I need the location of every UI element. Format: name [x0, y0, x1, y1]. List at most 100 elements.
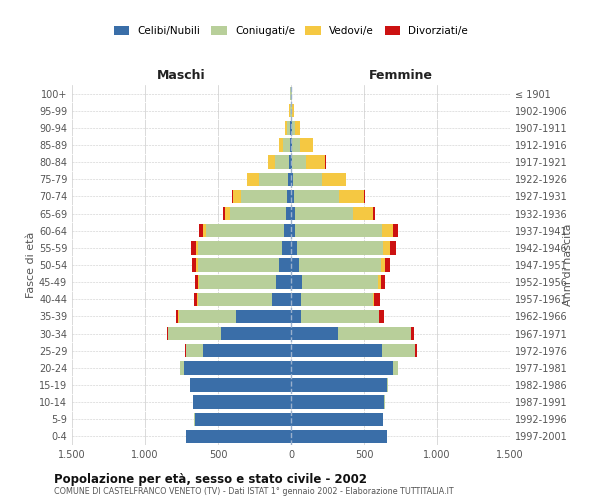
Bar	[382, 344, 415, 358]
Bar	[339, 190, 364, 203]
Bar	[302, 276, 378, 289]
Bar	[288, 172, 291, 186]
Bar	[299, 258, 381, 272]
Bar	[179, 310, 236, 323]
Bar	[289, 156, 291, 169]
Bar	[295, 207, 353, 220]
Bar	[287, 190, 291, 203]
Bar	[292, 138, 300, 151]
Bar	[287, 121, 290, 134]
Bar	[203, 344, 291, 358]
Bar	[169, 327, 221, 340]
Bar	[203, 224, 206, 237]
Bar	[259, 172, 288, 186]
Bar	[295, 121, 301, 134]
Bar	[286, 207, 291, 220]
Bar	[291, 430, 388, 443]
Bar	[297, 241, 383, 254]
Bar	[206, 224, 284, 237]
Bar	[293, 172, 322, 186]
Bar	[307, 156, 325, 169]
Bar	[364, 190, 365, 203]
Bar	[196, 241, 198, 254]
Bar	[194, 276, 198, 289]
Bar	[291, 378, 388, 392]
Bar	[197, 258, 280, 272]
Text: Maschi: Maschi	[157, 68, 206, 82]
Bar	[176, 310, 178, 323]
Bar	[272, 292, 291, 306]
Bar	[301, 292, 373, 306]
Bar	[291, 138, 292, 151]
Bar	[290, 138, 291, 151]
Bar	[291, 207, 295, 220]
Bar	[291, 258, 299, 272]
Bar	[275, 156, 289, 169]
Bar	[223, 207, 224, 220]
Bar	[390, 241, 396, 254]
Bar	[233, 190, 241, 203]
Bar	[280, 258, 291, 272]
Bar	[186, 430, 291, 443]
Bar	[180, 361, 184, 374]
Bar	[285, 121, 287, 134]
Bar	[186, 344, 203, 358]
Bar	[289, 104, 290, 118]
Bar	[291, 412, 383, 426]
Text: Femmine: Femmine	[368, 68, 433, 82]
Bar	[292, 104, 295, 118]
Bar	[284, 224, 291, 237]
Bar	[378, 276, 381, 289]
Bar	[247, 172, 259, 186]
Bar	[338, 327, 411, 340]
Bar	[383, 241, 390, 254]
Bar	[198, 276, 199, 289]
Bar	[199, 276, 277, 289]
Bar	[374, 292, 380, 306]
Bar	[291, 344, 382, 358]
Bar	[184, 361, 291, 374]
Bar	[301, 310, 379, 323]
Bar	[291, 224, 295, 237]
Bar	[300, 138, 313, 151]
Bar	[232, 190, 233, 203]
Bar	[230, 207, 286, 220]
Bar	[281, 241, 291, 254]
Bar	[291, 396, 385, 409]
Bar	[415, 344, 417, 358]
Bar	[379, 310, 384, 323]
Bar	[322, 172, 346, 186]
Bar	[191, 241, 196, 254]
Bar	[194, 412, 291, 426]
Bar	[290, 121, 291, 134]
Bar	[277, 276, 291, 289]
Bar	[373, 207, 374, 220]
Bar	[167, 327, 168, 340]
Bar	[291, 310, 301, 323]
Bar	[193, 396, 291, 409]
Bar	[283, 138, 290, 151]
Bar	[382, 224, 393, 237]
Bar	[221, 327, 291, 340]
Bar	[291, 172, 293, 186]
Bar	[291, 327, 338, 340]
Y-axis label: Fasce di età: Fasce di età	[26, 232, 36, 298]
Bar	[291, 361, 393, 374]
Bar	[224, 207, 230, 220]
Bar	[292, 156, 307, 169]
Bar	[393, 224, 398, 237]
Bar	[373, 292, 374, 306]
Bar	[294, 190, 339, 203]
Bar	[236, 310, 291, 323]
Bar	[241, 190, 287, 203]
Y-axis label: Anni di nascita: Anni di nascita	[563, 224, 573, 306]
Bar	[198, 241, 281, 254]
Bar	[393, 361, 398, 374]
Bar	[295, 224, 382, 237]
Bar	[411, 327, 414, 340]
Bar	[291, 276, 302, 289]
Bar	[353, 207, 373, 220]
Bar	[199, 224, 203, 237]
Bar	[291, 121, 292, 134]
Text: Popolazione per età, sesso e stato civile - 2002: Popolazione per età, sesso e stato civil…	[54, 472, 367, 486]
